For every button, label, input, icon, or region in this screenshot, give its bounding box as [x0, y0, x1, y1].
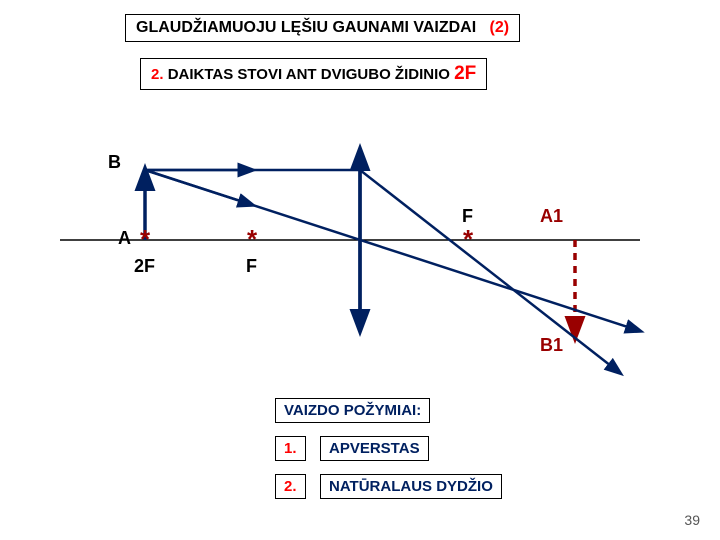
label-B: B [108, 152, 121, 173]
label-2F-left: 2F [134, 256, 155, 277]
prop-2-text: NATŪRALAUS DYDŽIO [320, 474, 502, 499]
label-F-left: F [246, 256, 257, 277]
label-A1: A1 [540, 206, 563, 227]
prop-1-text: APVERSTAS [320, 436, 429, 461]
label-B1: B1 [540, 335, 563, 356]
label-A: A [118, 228, 131, 249]
slide-number: 39 [684, 512, 700, 528]
svg-text:*: * [463, 224, 474, 254]
svg-text:*: * [247, 224, 258, 254]
svg-text:*: * [140, 224, 151, 254]
section-header: VAIZDO POŽYMIAI: [275, 398, 430, 423]
prop-1-num: 1. [275, 436, 306, 461]
label-F-right: F [462, 206, 473, 227]
prop-2-num: 2. [275, 474, 306, 499]
